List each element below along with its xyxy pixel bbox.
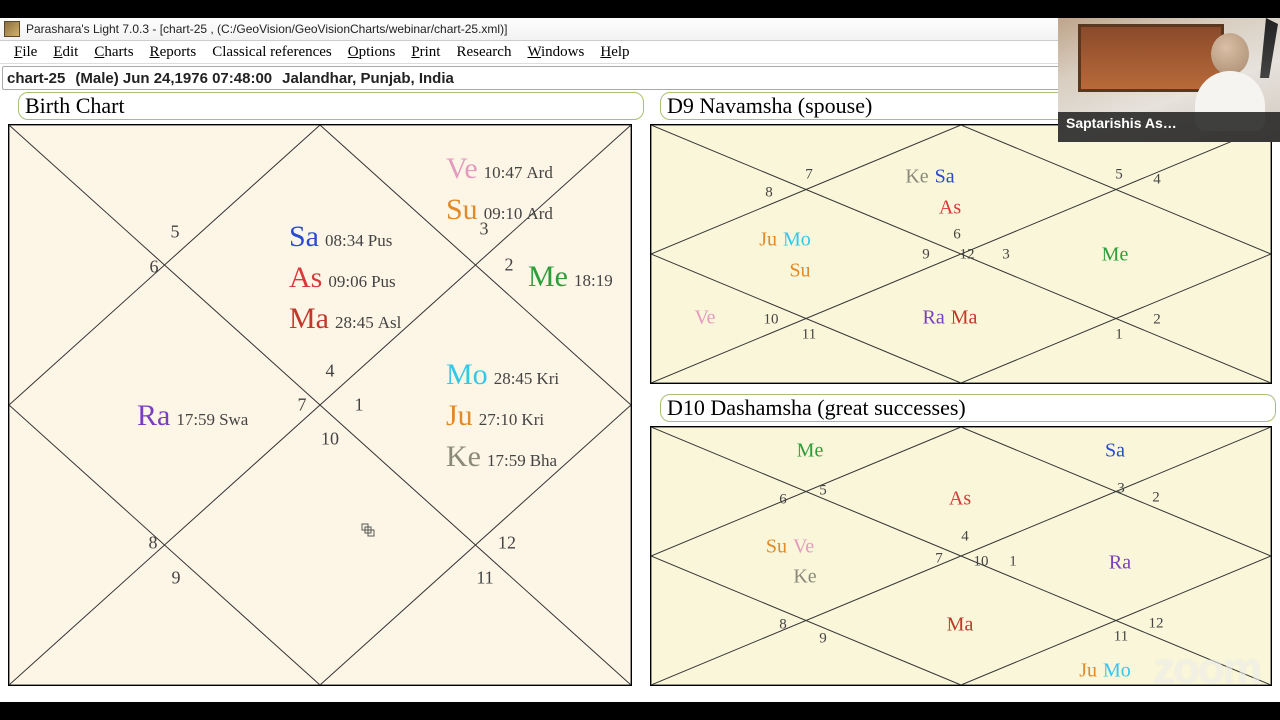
planet-group: Ra <box>1109 552 1133 575</box>
planet-group: KeSa <box>905 166 956 189</box>
menu-print[interactable]: Print <box>403 42 448 63</box>
planet-group: As <box>949 488 973 511</box>
menu-options[interactable]: Options <box>340 42 404 63</box>
webcam-label: Saptarishis As… <box>1058 112 1280 142</box>
menu-reports[interactable]: Reports <box>142 42 205 63</box>
planet-ju: Ju27:10Kri <box>446 399 544 433</box>
chart-place: Jalandhar, Punjab, India <box>282 70 454 87</box>
planet-group: Sa <box>1105 440 1127 463</box>
house-number: 10 <box>974 554 989 571</box>
house-number: 3 <box>1117 481 1125 498</box>
house-number: 8 <box>149 533 158 554</box>
house-number: 4 <box>1153 172 1161 189</box>
planet-group: Me <box>797 440 826 463</box>
house-number: 4 <box>961 529 969 546</box>
house-number: 4 <box>326 361 335 382</box>
planet-group: Ke <box>793 566 818 589</box>
house-number: 7 <box>805 167 813 184</box>
menu-research[interactable]: Research <box>448 42 519 63</box>
planet-me: Me18:19 <box>528 260 613 294</box>
house-number: 5 <box>171 222 180 243</box>
window-title: Parashara's Light 7.0.3 - [chart-25 , (C… <box>26 22 507 36</box>
house-number: 9 <box>922 247 930 264</box>
planet-group: RaMa <box>923 307 980 330</box>
birth-chart-box[interactable]: 456789101112123Ve10:47ArdSu09:10ArdSa08:… <box>8 124 632 686</box>
house-number: 1 <box>1009 554 1017 571</box>
planet-ke: Ke17:59Bha <box>446 440 557 474</box>
house-number: 11 <box>802 327 816 344</box>
menu-charts[interactable]: Charts <box>86 42 141 63</box>
house-number: 5 <box>1115 167 1123 184</box>
panel-title-d10: D10 Dashamsha (great successes) <box>660 394 1276 422</box>
house-number: 9 <box>172 568 181 589</box>
house-number: 1 <box>1115 327 1123 344</box>
house-number: 2 <box>1153 312 1161 329</box>
planet-group: Su <box>789 260 812 283</box>
house-number: 10 <box>321 429 339 450</box>
house-number: 11 <box>476 568 493 589</box>
house-number: 9 <box>819 631 827 648</box>
planet-group: As <box>939 197 963 220</box>
planet-group: Ve <box>694 307 717 330</box>
planet-ra: Ra17:59Swa <box>137 399 248 433</box>
cursor-icon <box>360 522 380 542</box>
house-number: 8 <box>765 185 773 202</box>
house-number: 6 <box>953 227 961 244</box>
planet-as: As09:06Pus <box>289 261 396 295</box>
chart-name: chart-25 <box>7 70 65 87</box>
menu-file[interactable]: File <box>6 42 45 63</box>
menu-edit[interactable]: Edit <box>45 42 86 63</box>
house-number: 2 <box>505 255 514 276</box>
house-number: 6 <box>150 257 159 278</box>
zoom-watermark: zoom <box>1153 644 1260 694</box>
planet-ma: Ma28:45Asl <box>289 302 401 336</box>
planet-group: Me <box>1102 244 1131 267</box>
menu-windows[interactable]: Windows <box>519 42 592 63</box>
menu-classical[interactable]: Classical references <box>204 42 340 63</box>
house-number: 2 <box>1152 490 1160 507</box>
planet-su: Su09:10Ard <box>446 193 553 227</box>
d9-chart-box[interactable]: 678910111212345KeSaAsJuMoSuVeRaMaMe <box>650 124 1272 384</box>
house-number: 10 <box>764 312 779 329</box>
planet-group: Ma <box>947 614 976 637</box>
planet-group: SuVe <box>766 536 816 559</box>
planet-group: JuMo <box>759 229 813 252</box>
house-number: 7 <box>935 551 943 568</box>
chart-details: (Male) Jun 24,1976 07:48:00 <box>75 70 272 87</box>
house-number: 1 <box>355 395 364 416</box>
webcam-overlay: Saptarishis As… <box>1058 18 1280 142</box>
house-number: 6 <box>779 492 787 509</box>
planet-group: JuMo <box>1079 660 1133 683</box>
panel-birth-chart: Birth Chart 456789101112123Ve10:47ArdSu0… <box>8 96 640 696</box>
house-number: 12 <box>498 533 516 554</box>
planet-ve: Ve10:47Ard <box>446 152 553 186</box>
house-number: 11 <box>1114 629 1128 646</box>
planet-mo: Mo28:45Kri <box>446 358 559 392</box>
house-number: 12 <box>1149 616 1164 633</box>
house-number: 3 <box>1002 247 1010 264</box>
house-number: 7 <box>298 395 307 416</box>
planet-sa: Sa08:34Pus <box>289 220 392 254</box>
app-icon <box>4 21 20 37</box>
house-number: 12 <box>960 247 975 264</box>
house-number: 5 <box>819 483 827 500</box>
menu-help[interactable]: Help <box>592 42 637 63</box>
panel-title-birth: Birth Chart <box>18 92 644 120</box>
house-number: 8 <box>779 617 787 634</box>
